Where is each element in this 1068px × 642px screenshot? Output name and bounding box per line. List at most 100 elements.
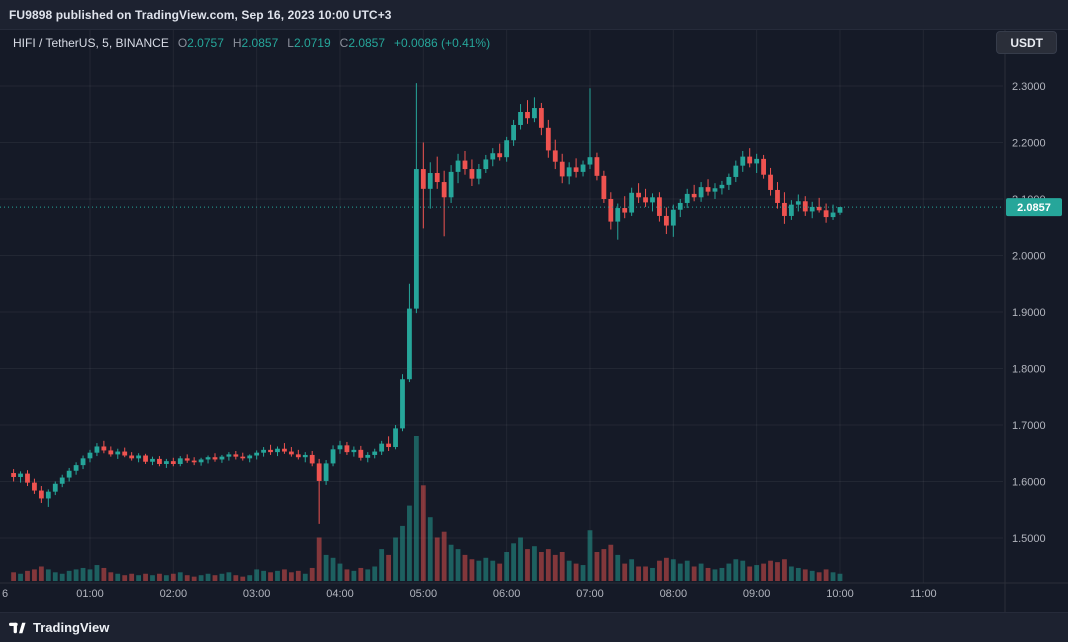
volume-bar	[219, 573, 225, 581]
volume-bar	[455, 549, 461, 581]
volume-bar	[413, 436, 419, 581]
volume-bar	[726, 563, 732, 581]
volume-bar	[643, 566, 648, 581]
candle-body	[66, 470, 72, 478]
volume-bar	[386, 554, 391, 581]
volume-bar	[441, 531, 447, 581]
volume-bar	[191, 576, 197, 581]
candle-body	[573, 167, 579, 172]
tradingview-logo-icon[interactable]	[9, 621, 26, 635]
candle-body	[663, 215, 669, 226]
publish-text: FU9898 published on TradingView.com, Sep…	[9, 7, 392, 22]
time-tick-label: 09:00	[743, 588, 771, 600]
volume-bar	[52, 572, 58, 581]
candle-body	[629, 192, 635, 213]
candle-body	[691, 193, 697, 198]
time-tick-label: 08:00	[660, 588, 688, 600]
time-tick-label: 10:00	[826, 588, 854, 600]
ohlc-close: C2.0857	[340, 36, 385, 50]
volume-bar	[795, 567, 801, 581]
volume-bar	[594, 552, 600, 581]
symbol-title[interactable]: HIFI / TetherUS, 5, BINANCE	[13, 36, 169, 50]
candle-body	[795, 201, 801, 205]
candle-body	[122, 451, 128, 456]
volume-bar	[309, 567, 315, 581]
currency-toggle-button[interactable]: USDT	[996, 31, 1057, 54]
candle-body	[816, 206, 822, 211]
candle-body	[775, 189, 780, 203]
time-tick-label-partial: 6	[2, 588, 8, 600]
volume-bar	[351, 570, 357, 581]
candle-body	[532, 108, 537, 119]
volume-bar	[108, 572, 114, 581]
volume-bar	[184, 575, 190, 581]
candle-body	[608, 199, 614, 222]
volume-bar	[344, 569, 350, 581]
candle-body	[101, 446, 107, 451]
volume-bar	[25, 570, 30, 581]
candle-body	[657, 197, 662, 216]
volume-bar	[663, 557, 669, 581]
candle-body	[698, 187, 704, 198]
candle-body	[740, 156, 746, 166]
candle-body	[330, 449, 336, 464]
candle-body	[615, 208, 621, 222]
volume-bar	[420, 485, 426, 581]
candle-body	[219, 456, 225, 460]
candle-body	[247, 455, 253, 459]
candle-body	[115, 451, 121, 455]
candle-body	[309, 454, 315, 464]
ohlc-high: H2.0857	[233, 36, 278, 50]
candle-body	[511, 124, 516, 141]
volume-bar	[469, 559, 475, 581]
volume-bar	[580, 565, 586, 581]
volume-bar	[282, 569, 287, 581]
candle-body	[594, 157, 600, 176]
candle-body	[497, 153, 503, 158]
volume-bar	[226, 572, 232, 581]
candle-body	[261, 449, 266, 453]
candle-body	[719, 184, 725, 189]
volume-bar	[545, 549, 551, 581]
volume-bar	[476, 560, 482, 581]
volume-bar	[66, 570, 72, 581]
candle-body	[552, 150, 558, 162]
time-tick-label: 03:00	[243, 588, 271, 600]
volume-bar	[150, 575, 155, 581]
time-tick-label: 05:00	[410, 588, 438, 600]
volume-bar	[59, 573, 65, 581]
candle-body	[427, 173, 433, 189]
price-tick-label: 1.9000	[1012, 307, 1046, 319]
candle-body	[837, 207, 843, 213]
price-tick-label: 1.5000	[1012, 533, 1046, 545]
price-change: +0.0086 (+0.41%)	[394, 36, 491, 50]
open-label: O	[177, 36, 188, 50]
price-tick-label: 1.6000	[1012, 477, 1046, 489]
volume-bar	[830, 572, 836, 581]
candlestick-chart[interactable]: 2.30002.20002.10002.00001.90001.80001.70…	[0, 0, 1068, 612]
candle-body	[59, 477, 65, 484]
volume-bar	[268, 572, 273, 581]
volume-bar	[32, 569, 37, 581]
close-label: C	[339, 36, 349, 50]
tradingview-brand[interactable]: TradingView	[33, 620, 110, 635]
volume-bar	[559, 552, 565, 581]
volume-bar	[754, 565, 760, 581]
candle-body	[25, 473, 30, 483]
candle-body	[226, 454, 232, 457]
volume-bar	[434, 537, 440, 581]
volume-bar	[143, 573, 148, 581]
time-tick-label: 11:00	[910, 588, 937, 600]
candle-body	[538, 108, 544, 128]
volume-bar	[587, 530, 593, 581]
volume-bar	[719, 567, 725, 581]
candle-body	[351, 449, 357, 453]
candle-body	[240, 456, 246, 459]
volume-bar	[538, 552, 544, 581]
volume-bar	[497, 563, 503, 581]
candle-body	[344, 445, 350, 453]
price-tick-label: 2.2000	[1012, 138, 1046, 150]
close-value: 2.0857	[348, 36, 386, 50]
footer-bar: TradingView	[0, 612, 1068, 642]
